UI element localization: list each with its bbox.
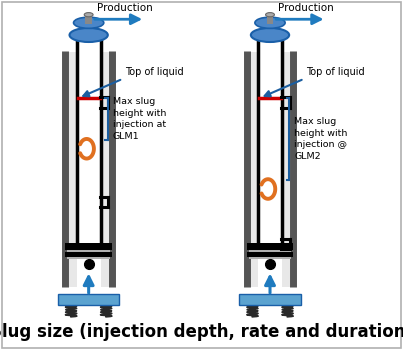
Bar [247,252,293,257]
Text: Production: Production [278,3,334,13]
Bar [247,52,258,287]
Bar [65,252,112,257]
Bar [239,294,301,304]
Bar [78,32,99,248]
Bar [101,52,112,287]
Text: Top of liquid: Top of liquid [125,67,183,77]
Text: Max slug
height with
injection @
GLM2: Max slug height with injection @ GLM2 [294,118,347,161]
Ellipse shape [251,28,289,42]
Bar [67,247,110,259]
Bar [58,294,119,304]
Text: Top of liquid: Top of liquid [306,67,365,77]
Bar [65,52,77,287]
Ellipse shape [84,13,93,17]
Text: Slug size (injection depth, rate and duration): Slug size (injection depth, rate and dur… [0,323,403,341]
Bar [267,15,273,24]
Ellipse shape [73,17,104,28]
FancyBboxPatch shape [2,2,401,348]
Text: Max slug
height with
injection at
GLM1: Max slug height with injection at GLM1 [113,97,166,141]
Text: Production: Production [97,3,152,13]
Bar [249,247,291,259]
Ellipse shape [255,17,285,28]
Bar [260,32,280,248]
Bar [247,243,293,250]
Ellipse shape [69,28,108,42]
Ellipse shape [266,13,274,17]
Bar [282,52,293,287]
Bar [85,15,92,24]
Bar [65,243,112,250]
